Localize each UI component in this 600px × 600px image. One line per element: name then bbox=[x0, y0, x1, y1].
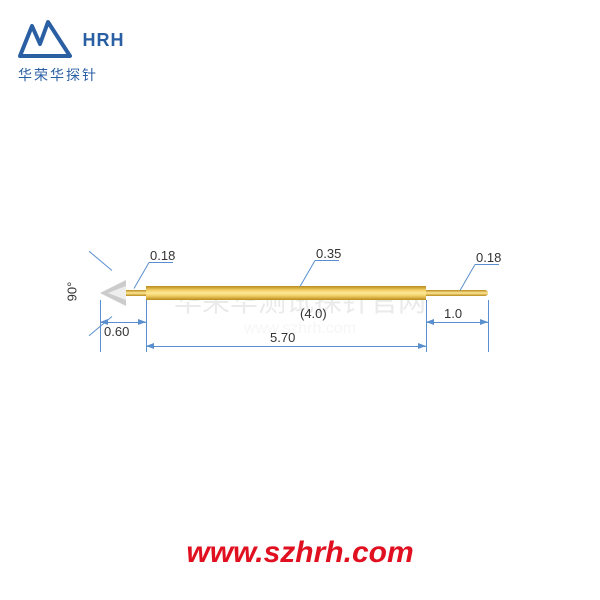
probe-neck-left bbox=[126, 290, 146, 296]
logo-mark bbox=[18, 18, 72, 63]
probe-body bbox=[146, 286, 426, 300]
dim-h-tail-len bbox=[426, 322, 488, 323]
brand-logo: HRH 华荣华探针 bbox=[18, 18, 124, 85]
arrow-body-l bbox=[146, 343, 154, 349]
dim-tip-length: 0.60 bbox=[104, 324, 129, 339]
leader-dia-tail bbox=[460, 264, 476, 290]
arrow-body-r bbox=[418, 343, 426, 349]
angle-leader-top bbox=[89, 251, 113, 271]
arrow-tail-l bbox=[426, 319, 434, 325]
dim-dia-tip: 0.18 bbox=[150, 248, 175, 263]
footer-url: www.szhrh.com bbox=[186, 536, 413, 570]
arrow-tip-r bbox=[138, 319, 146, 325]
probe-tip-highlight bbox=[108, 286, 126, 300]
dim-dia-body: 0.35 bbox=[316, 246, 341, 261]
dim-tail-length: 1.0 bbox=[444, 306, 462, 321]
dim-dia-tail: 0.18 bbox=[476, 250, 501, 265]
ext-0 bbox=[100, 300, 101, 352]
technical-drawing: 90° 0.18 0.35 0.18 0.60 (4.0) 1.0 5.70 bbox=[0, 200, 600, 400]
leader-dia-tip bbox=[134, 262, 150, 288]
probe-tail bbox=[426, 290, 488, 296]
arrow-tail-r bbox=[480, 319, 488, 325]
leader-dia-body bbox=[300, 260, 316, 286]
dim-tip-angle: 90° bbox=[64, 282, 79, 302]
dim-body-length: 5.70 bbox=[270, 330, 295, 345]
dim-h-body-len bbox=[146, 346, 426, 347]
logo-company: 华荣华探针 bbox=[18, 65, 124, 85]
logo-initials: HRH bbox=[82, 30, 124, 51]
ext-3 bbox=[488, 300, 489, 352]
dim-inner-length: (4.0) bbox=[300, 306, 327, 321]
ext-2 bbox=[426, 300, 427, 352]
